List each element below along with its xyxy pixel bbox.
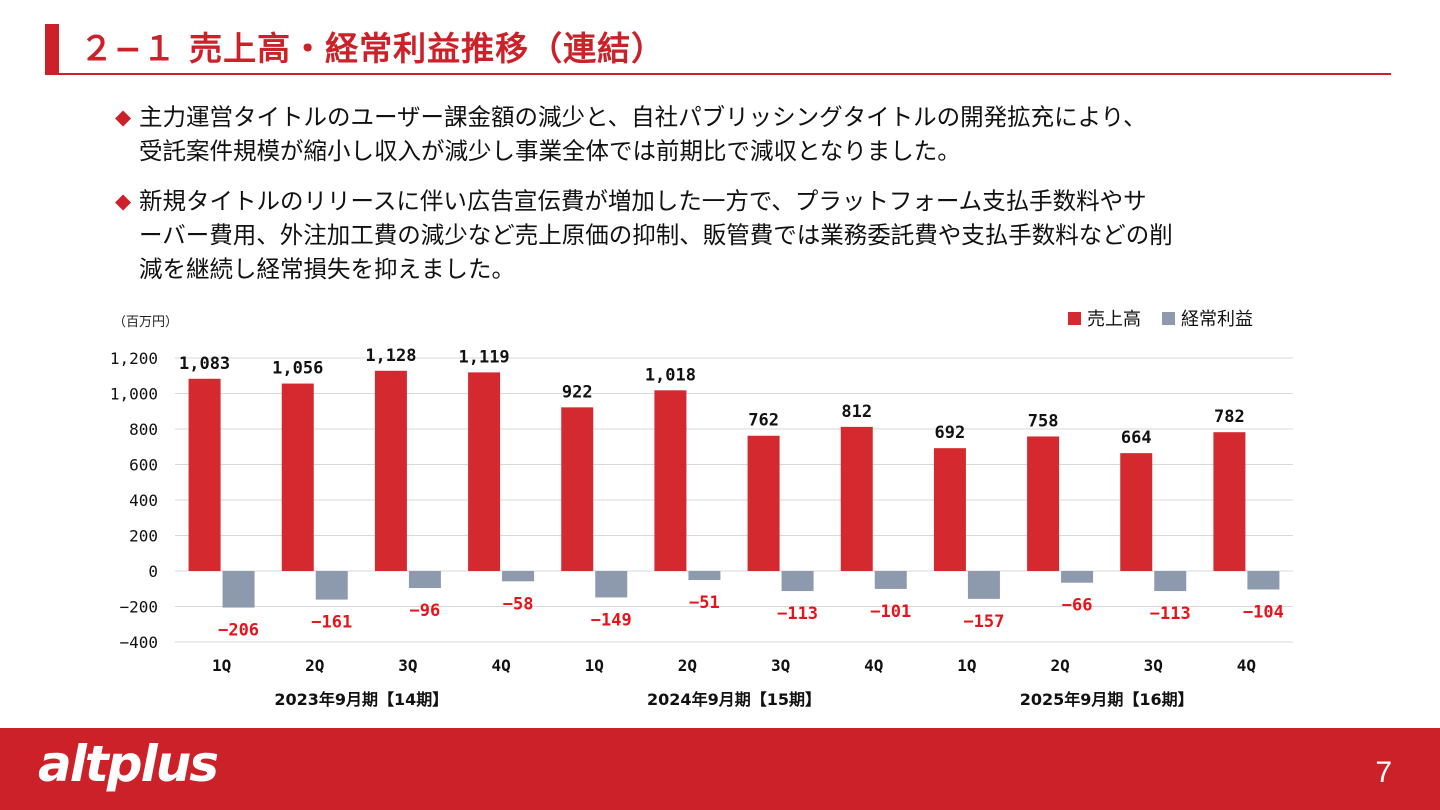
sales-bar (188, 378, 221, 571)
sales-bar (840, 426, 873, 571)
profit-value-label: −66 (1062, 596, 1093, 616)
x-tick-label: 4Q (491, 656, 510, 675)
x-tick-label: 4Q (1237, 656, 1256, 675)
sales-profit-bar-chart: −400 −200 0 200 400 600 800 1,000 1,200 1,083 −206… (110, 309, 1293, 709)
y-tick-label: 800 (129, 420, 158, 439)
diamond-bullet-icon: ◆ (115, 189, 132, 213)
profit-bar (222, 571, 255, 608)
x-tick-label: 1Q (585, 656, 604, 675)
sales-value-label: 1,119 (458, 347, 509, 367)
sales-bar (561, 407, 594, 571)
profit-value-label: −113 (1150, 604, 1191, 624)
profit-bar (688, 571, 721, 581)
profit-bar (967, 571, 1000, 599)
legend-label-profit: 経常利益 (1181, 309, 1253, 330)
profit-bar (1154, 571, 1187, 592)
x-tick-label: 1Q (212, 656, 231, 675)
x-tick-label: 3Q (398, 656, 417, 675)
x-tick-label: 4Q (864, 656, 883, 675)
profit-bar (874, 571, 907, 589)
page-title: ２−１ 売上高・経常利益推移（連結） (80, 29, 666, 68)
y-tick-label: −400 (119, 633, 158, 652)
profit-bar (315, 571, 348, 600)
y-tick-label: 1,200 (110, 349, 158, 368)
x-tick-label: 3Q (1144, 656, 1163, 675)
page-number: 7 (1375, 756, 1392, 789)
sales-bar (747, 435, 780, 571)
profit-value-label: −96 (410, 601, 441, 621)
footer-bar (0, 728, 1440, 810)
legend-label-sales: 売上高 (1087, 309, 1141, 330)
profit-bar (1247, 571, 1280, 590)
bullet-item: ◆ 新規タイトルのリリースに伴い広告宣伝費が増加した一方で、プラットフォーム支払… (115, 184, 1405, 286)
sales-bar (1120, 453, 1153, 571)
y-tick-label: −200 (119, 598, 158, 617)
profit-bar (781, 571, 814, 592)
title-underline (45, 73, 1391, 75)
sales-bar (281, 383, 314, 571)
sales-bar (468, 372, 501, 571)
x-tick-label: 2Q (1050, 656, 1069, 675)
x-tick-label: 1Q (957, 656, 976, 675)
fiscal-year-label: 2025年9月期【16期】 (1020, 690, 1194, 709)
x-tick-label: 3Q (771, 656, 790, 675)
y-tick-label: 1,000 (110, 385, 158, 404)
x-tick-label: 2Q (678, 656, 697, 675)
bullet-text-line: 新規タイトルのリリースに伴い広告宣伝費が増加した一方で、プラットフォーム支払手数… (139, 187, 1147, 215)
bullet-text-line: 主力運営タイトルのユーザー課金額の減少と、自社パブリッシングタイトルの開発拡充に… (139, 103, 1147, 131)
chart-container: −400 −200 0 200 400 600 800 1,000 1,200 1,083 −206… (0, 300, 1440, 725)
profit-value-label: −104 (1243, 602, 1284, 622)
unit-label: （百万円） (113, 315, 178, 330)
sales-value-label: 664 (1121, 428, 1152, 448)
bullet-item: ◆ 主力運営タイトルのユーザー課金額の減少と、自社パブリッシングタイトルの開発拡… (115, 100, 1405, 168)
legend: 売上高 経常利益 (1068, 309, 1253, 330)
profit-bar (408, 571, 441, 589)
fiscal-year-label: 2023年9月期【14期】 (274, 690, 448, 709)
y-tick-label: 600 (129, 456, 158, 475)
y-tick-label: 200 (129, 527, 158, 546)
sales-value-label: 1,128 (365, 346, 416, 366)
sales-value-label: 922 (562, 382, 593, 402)
diamond-bullet-icon: ◆ (115, 105, 132, 129)
profit-value-label: −161 (311, 613, 352, 633)
sales-value-label: 692 (935, 423, 966, 443)
y-tick-label: 400 (129, 491, 158, 510)
sales-bar (374, 370, 407, 571)
sales-bar (1213, 432, 1246, 571)
profit-value-label: −113 (777, 604, 818, 624)
profit-value-label: −206 (218, 621, 259, 641)
x-tick-label: 2Q (305, 656, 324, 675)
profit-bar (1061, 571, 1094, 583)
sales-value-label: 758 (1028, 411, 1059, 431)
profit-bar (595, 571, 628, 598)
sales-value-label: 812 (841, 402, 872, 422)
profit-value-label: −157 (963, 612, 1004, 632)
bullet-list: ◆ 主力運営タイトルのユーザー課金額の減少と、自社パブリッシングタイトルの開発拡… (115, 100, 1405, 302)
profit-value-label: −101 (870, 602, 911, 622)
bullet-text-line: 減を継続し経常損失を抑えました。 (139, 255, 515, 283)
profit-value-label: −51 (689, 593, 720, 613)
bullet-text-line: 受託案件規模が縮小し収入が減少し事業全体では前期比で減収となりました。 (139, 137, 961, 165)
title-accent-bar (45, 24, 59, 74)
y-tick-label: 0 (148, 562, 158, 581)
sales-value-label: 1,083 (179, 354, 230, 374)
sales-bar (933, 448, 966, 571)
legend-swatch-profit (1162, 312, 1175, 325)
sales-value-label: 1,018 (645, 365, 696, 385)
profit-value-label: −58 (503, 594, 534, 614)
altplus-logo: altplus (38, 735, 219, 793)
legend-swatch-sales (1068, 312, 1081, 325)
profit-bar (502, 571, 535, 582)
fiscal-year-label: 2024年9月期【15期】 (647, 690, 821, 709)
sales-value-label: 782 (1214, 407, 1245, 427)
sales-bar (654, 390, 687, 571)
sales-value-label: 1,056 (272, 359, 323, 379)
sales-bar (1027, 436, 1060, 571)
bullet-text-line: ーバー費用、外注加工費の減少など売上原価の抑制、販管費では業務委託費や支払手数料… (139, 221, 1173, 249)
profit-value-label: −149 (591, 610, 632, 630)
sales-value-label: 762 (748, 411, 779, 431)
